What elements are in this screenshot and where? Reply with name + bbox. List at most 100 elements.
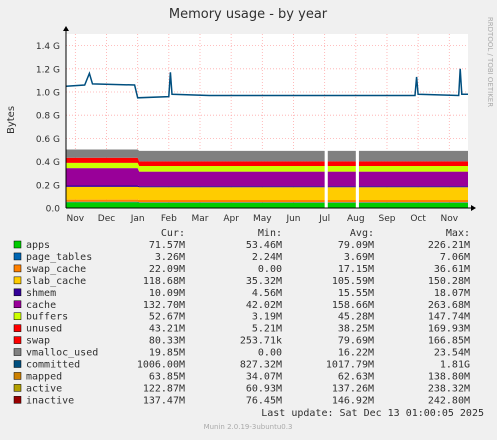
legend-cur: 137.47M [143, 395, 185, 406]
legend-row: mapped 63.85M 34.07M 62.63M 138.80M [13, 371, 470, 382]
legend-row: swap 80.33M 253.71k 79.69M 166.85M [13, 336, 470, 347]
legend-min: 253.71k [240, 336, 282, 347]
legend: apps 71.57M 53.46M 79.09M 226.21Mpage_tables… [13, 240, 470, 406]
x-tick-label: Oct [410, 214, 426, 224]
legend-row: committed 1006.00M 827.32M 1017.79M 1.81G [13, 360, 470, 371]
legend-avg: 38.25M [338, 324, 374, 335]
legend-max: 138.80M [428, 371, 470, 382]
legend-avg: 3.69M [344, 252, 374, 263]
legend-row: unused 43.21M 5.21M 38.25M 169.93M [13, 324, 470, 335]
x-axis-arrow [471, 205, 476, 211]
legend-max: 147.74M [428, 312, 470, 323]
legend-max: 169.93M [428, 324, 470, 335]
legend-row: buffers 52.67M 3.19M 45.28M 147.74M [13, 312, 470, 323]
legend-row: cache 132.70M 42.02M 158.66M 263.68M [13, 300, 470, 311]
legend-name: buffers [26, 312, 68, 323]
x-tick-label: May [253, 214, 272, 224]
x-tick-label: Nov [441, 214, 459, 224]
legend-row: page_tables 3.26M 2.24M 3.69M 7.06M [13, 252, 470, 263]
area-slab_cache [66, 186, 468, 200]
legend-row: vmalloc_used 19.85M 0.00 16.22M 23.54M [13, 348, 470, 359]
legend-swatch [13, 240, 22, 249]
legend-swatch [13, 300, 22, 308]
legend-swatch [13, 384, 22, 392]
legend-cur: 122.87M [143, 383, 185, 394]
legend-row: slab_cache 118.68M 35.32M 105.59M 150.28M [13, 276, 470, 287]
y-tick-label: 1.4 G [36, 42, 60, 52]
legend-max: 18.07M [434, 288, 470, 299]
x-tick-label: Mar [192, 214, 209, 224]
legend-avg: 16.22M [338, 348, 374, 359]
legend-min: 0.00 [258, 348, 282, 359]
legend-row: apps 71.57M 53.46M 79.09M 226.21M [13, 240, 470, 251]
legend-name: active [26, 383, 62, 394]
legend-name: unused [26, 324, 62, 335]
x-tick-label: Feb [161, 214, 177, 224]
legend-row: active 122.87M 60.93M 137.26M 238.32M [13, 383, 470, 394]
legend-swatch [13, 276, 22, 285]
legend-name: cache [26, 300, 56, 311]
y-tick-label: 0.6 G [36, 135, 60, 145]
legend-avg: 79.69M [338, 336, 374, 347]
x-tick-label: Apr [223, 214, 239, 224]
last-update: Last update: Sat Dec 13 01:00:05 2025 [261, 408, 484, 419]
legend-name: apps [26, 240, 50, 251]
legend-avg: 146.92M [332, 395, 374, 406]
legend-row: inactive 137.47M 76.45M 146.92M 242.80M [13, 395, 470, 406]
legend-header-cur: Cur: [161, 228, 185, 239]
x-tick-label: Aug [347, 214, 365, 224]
y-tick-label: 1.0 G [36, 89, 60, 99]
legend-name: inactive [26, 395, 74, 406]
legend-min: 60.93M [246, 383, 282, 394]
legend-name: vmalloc_used [26, 348, 98, 359]
legend-min: 42.02M [246, 300, 282, 311]
axes [63, 26, 476, 211]
legend-avg: 79.09M [338, 240, 374, 251]
area-buffers [66, 162, 468, 172]
area-unused [66, 157, 468, 166]
legend-cur: 63.85M [149, 371, 185, 382]
legend-max: 166.85M [428, 336, 470, 347]
legend-swatch [13, 288, 22, 297]
data-gap [355, 143, 359, 208]
y-tick-label: 0.4 G [36, 158, 60, 168]
legend-swatch [13, 336, 22, 344]
y-axis-arrow [63, 26, 69, 31]
legend-min: 2.24M [252, 252, 282, 263]
legend-max: 36.61M [434, 264, 470, 275]
legend-swatch [13, 252, 22, 261]
x-tick-label: Nov [67, 214, 85, 224]
area-swap [66, 149, 468, 162]
legend-avg: 158.66M [332, 300, 374, 311]
area-cache [66, 168, 468, 187]
legend-name: swap [26, 336, 50, 347]
x-tick-label: Jul [318, 214, 330, 224]
area-page_tables [66, 201, 468, 203]
legend-swatch [13, 312, 22, 320]
legend-header: Cur: Min: Avg: Max: [161, 228, 470, 239]
legend-avg: 45.28M [338, 312, 374, 323]
legend-max: 263.68M [428, 300, 470, 311]
y-axis-label: Bytes [6, 106, 17, 134]
legend-max: 242.80M [428, 395, 470, 406]
legend-max: 23.54M [434, 348, 470, 359]
stacked-areas [66, 143, 468, 208]
legend-name: committed [26, 360, 80, 371]
legend-name: shmem [26, 288, 56, 299]
legend-cur: 80.33M [149, 336, 185, 347]
legend-max: 150.28M [428, 276, 470, 287]
rrdtool-side-label: RRDTOOL / TOBI OETIKER [486, 17, 494, 107]
legend-cur: 132.70M [143, 300, 185, 311]
x-tick-label: Sep [378, 214, 395, 224]
legend-cur: 43.21M [149, 324, 185, 335]
legend-max: 226.21M [428, 240, 470, 251]
legend-swatch [13, 396, 22, 404]
x-tick-label: Dec [98, 214, 115, 224]
legend-min: 4.56M [252, 288, 282, 299]
legend-min: 53.46M [246, 240, 282, 251]
legend-header-min: Min: [258, 228, 282, 239]
legend-min: 35.32M [246, 276, 282, 287]
legend-min: 34.07M [246, 371, 282, 382]
chart-title: Memory usage - by year [169, 7, 328, 22]
legend-avg: 105.59M [332, 276, 374, 287]
